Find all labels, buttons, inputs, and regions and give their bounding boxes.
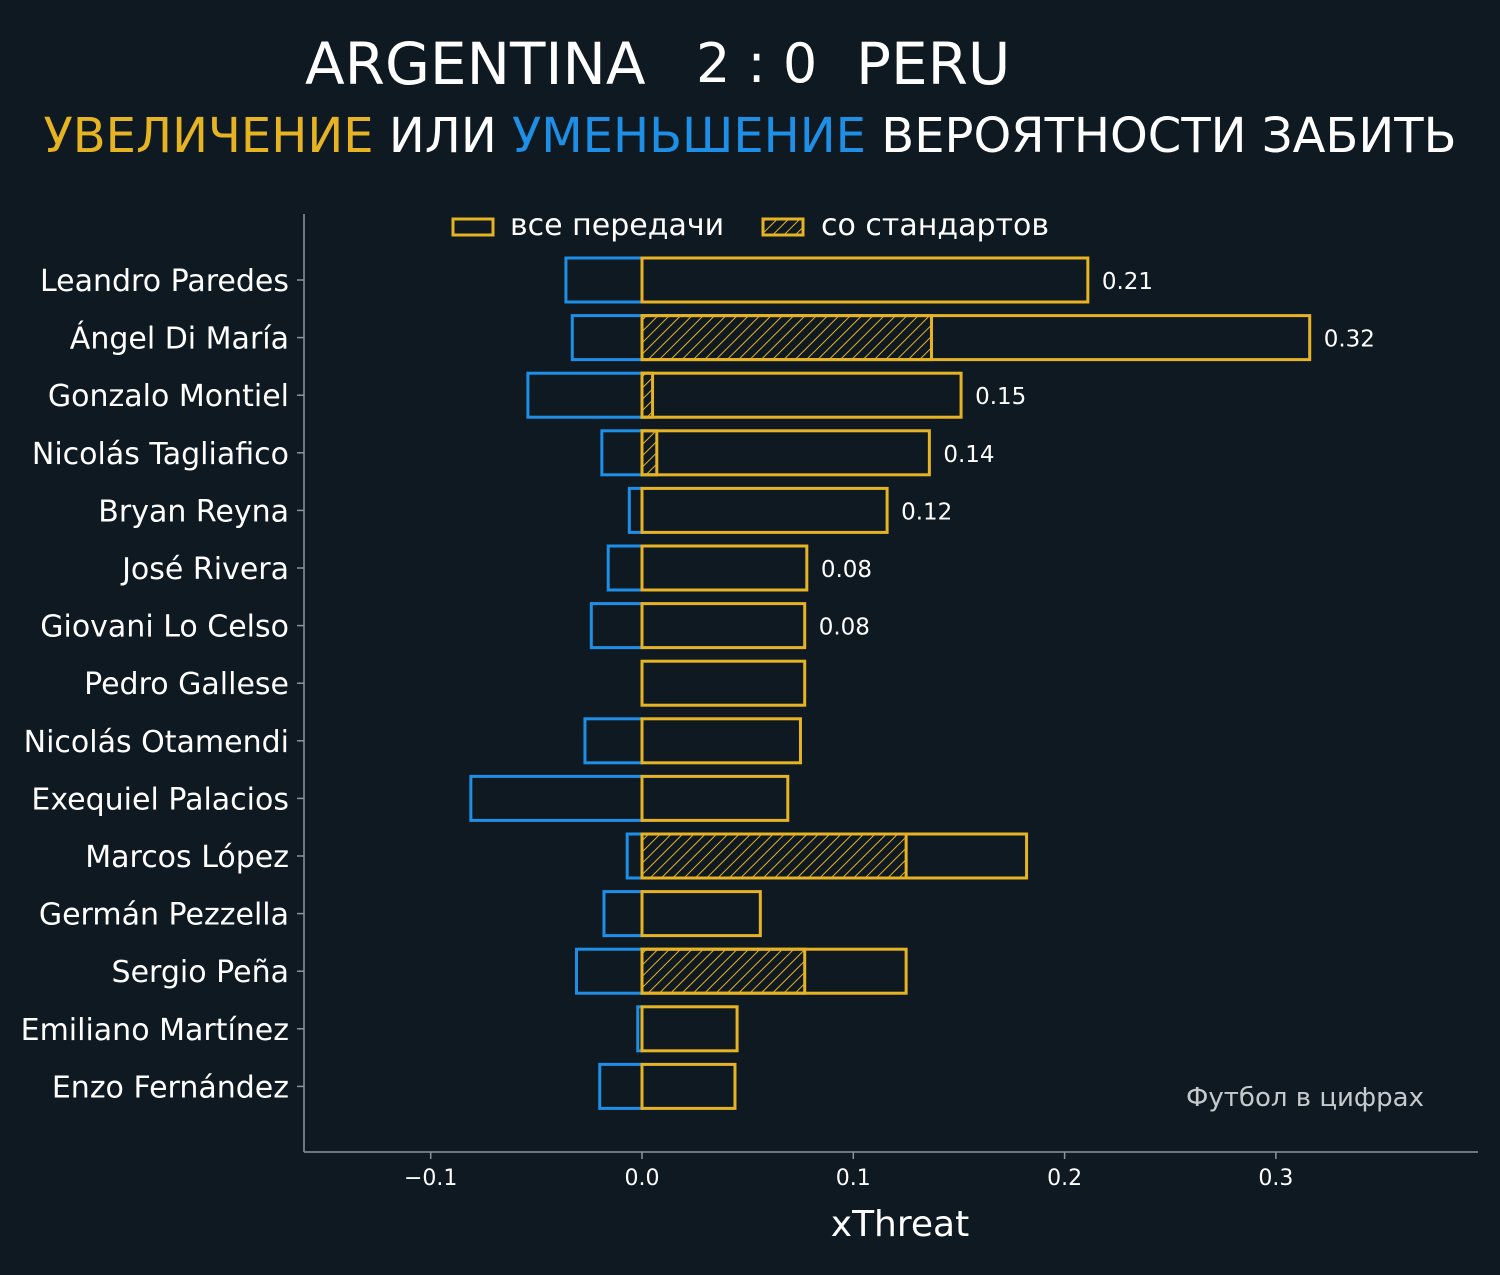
subtitle-rest: ВЕРОЯТНОСТИ ЗАБИТЬ: [881, 108, 1457, 164]
player-label: Emiliano Martínez: [21, 1013, 289, 1048]
player-label: Exequiel Palacios: [31, 782, 289, 817]
watermark: Футбол в цифрах: [1186, 1083, 1424, 1113]
decrease-bar: [583, 717, 644, 765]
value-label: 0.21: [1102, 269, 1153, 295]
increase-bar: [640, 832, 1029, 880]
set-piece-bar: [640, 314, 933, 362]
value-label: 0.08: [819, 615, 870, 641]
increase-bar: [640, 544, 809, 592]
player-label: Gonzalo Montiel: [48, 379, 289, 414]
chart-subtitle: УВЕЛИЧЕНИЕ ИЛИ УМЕНЬШЕНИЕ ВЕРОЯТНОСТИ ЗА…: [0, 104, 1500, 168]
legend-swatch-all-passes: [451, 217, 495, 237]
decrease-bar: [469, 774, 644, 822]
player-label: Ángel Di María: [70, 321, 289, 357]
set-piece-bar: [640, 832, 908, 880]
home-team: ARGENTINA: [305, 30, 646, 98]
player-label: José Rivera: [120, 552, 289, 587]
legend-swatch-set-pieces: [761, 217, 805, 237]
decrease-bar: [602, 890, 644, 938]
subtitle-decrease: УМЕНЬШЕНИЕ: [512, 108, 866, 164]
increase-bar: [640, 371, 963, 419]
decrease-bar: [606, 544, 644, 592]
increase-bar: [640, 256, 1090, 304]
away-team: PERU: [856, 30, 1011, 98]
player-label: Pedro Gallese: [84, 667, 289, 702]
value-labels: 0.21 0.32 0.15 0.14 0.12 0.08 0.08: [819, 269, 1375, 641]
match-score: 2 : 0: [696, 32, 818, 95]
player-label: Giovani Lo Celso: [40, 610, 289, 645]
player-label: Sergio Peña: [112, 955, 289, 990]
increase-bar: [640, 1062, 737, 1110]
decrease-bar: [625, 832, 644, 880]
decrease-bar: [570, 314, 644, 362]
decrease-bar: [627, 486, 644, 534]
match-title: ARGENTINA 2 : 0 PERU: [0, 28, 1310, 100]
player-label: Enzo Fernández: [52, 1070, 289, 1105]
decrease-bar: [600, 429, 644, 477]
increase-bar: [640, 314, 1312, 362]
x-axis-title: xThreat: [831, 1204, 969, 1245]
subtitle-or: ИЛИ: [388, 108, 497, 164]
chart-bars: [469, 256, 1312, 1110]
player-label: Nicolás Tagliafico: [32, 437, 289, 472]
increase-bar: [640, 717, 802, 765]
value-label: 0.08: [821, 557, 872, 583]
increase-bar: [640, 659, 807, 707]
increase-bar: [640, 947, 908, 995]
player-label: Nicolás Otamendi: [24, 725, 289, 760]
increase-bar: [640, 890, 762, 938]
value-label: 0.32: [1324, 327, 1375, 353]
x-tick-label: 0.1: [836, 1166, 871, 1191]
decrease-bar: [574, 947, 644, 995]
player-label: Bryan Reyna: [98, 494, 289, 529]
legend-label-set-pieces: со стандартов: [821, 208, 1049, 243]
increase-bar: [640, 429, 931, 477]
legend-label-all-passes: все передачи: [510, 208, 724, 243]
decrease-bar: [526, 371, 644, 419]
x-tick-label: 0.0: [625, 1166, 660, 1191]
player-label: Leandro Paredes: [40, 264, 289, 299]
value-label: 0.15: [975, 384, 1026, 410]
increase-bar: [640, 1005, 739, 1053]
y-axis-labels: Leandro Paredes Ángel Di María Gonzalo Mon…: [21, 264, 304, 1105]
set-piece-bar: [640, 429, 659, 477]
player-label: Marcos López: [85, 840, 289, 875]
x-tick-label: 0.3: [1258, 1166, 1293, 1191]
decrease-bar: [589, 602, 644, 650]
chart-legend: все передачи со стандартов: [451, 208, 1049, 243]
set-piece-bar: [640, 371, 655, 419]
subtitle-increase: УВЕЛИЧЕНИЕ: [43, 108, 374, 164]
x-tick-label: 0.2: [1047, 1166, 1082, 1191]
increase-bar: [640, 774, 790, 822]
value-label: 0.14: [943, 442, 994, 468]
player-label: Germán Pezzella: [39, 898, 289, 933]
set-piece-bar: [640, 947, 807, 995]
increase-bar: [640, 486, 889, 534]
decrease-bar: [564, 256, 644, 304]
x-tick-label: −0.1: [404, 1166, 457, 1191]
decrease-bar: [598, 1062, 644, 1110]
increase-bar: [640, 602, 807, 650]
value-label: 0.12: [901, 499, 952, 525]
